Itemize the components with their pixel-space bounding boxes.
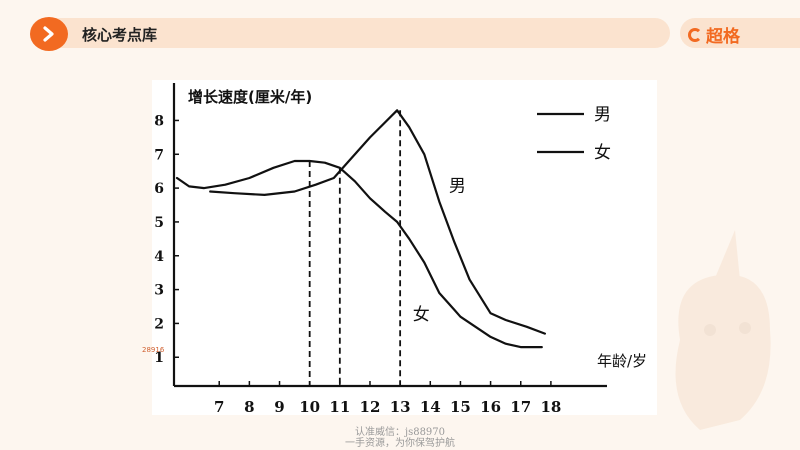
brand-name: 超格 bbox=[706, 27, 740, 47]
unicorn-mascot-icon bbox=[675, 230, 771, 430]
x-tick-label: 18 bbox=[540, 398, 561, 415]
y-tick-label: 7 bbox=[154, 147, 164, 163]
x-tick-label: 8 bbox=[244, 398, 254, 415]
legend-label: 男 bbox=[594, 105, 611, 125]
brand-logo-icon bbox=[688, 27, 702, 42]
nav-next-button[interactable] bbox=[30, 17, 68, 51]
x-tick-label: 17 bbox=[510, 398, 531, 415]
watermark-line-2: 一手资源，为你保驾护航 bbox=[345, 438, 455, 449]
y-tick-label: 1 bbox=[154, 350, 164, 366]
y-tick-label: 3 bbox=[154, 283, 164, 299]
y-axis-label: 增长速度(厘米/年) bbox=[188, 88, 312, 106]
x-tick-label: 12 bbox=[360, 398, 381, 415]
series-line-男 bbox=[209, 109, 546, 335]
y-tick-label: 5 bbox=[154, 215, 164, 231]
x-tick-label: 10 bbox=[299, 398, 320, 415]
x-tick-label: 9 bbox=[274, 398, 284, 415]
growth-chart-svg: 增长速度(厘米/年)年龄/岁7 8 9 10 11 12 13 14 15 16 17 1812345… bbox=[154, 83, 647, 415]
series-annotation: 男 bbox=[449, 176, 466, 196]
header-band bbox=[30, 18, 670, 48]
series-line-女 bbox=[175, 159, 543, 349]
x-tick-label: 13 bbox=[390, 398, 411, 415]
y-tick-label: 8 bbox=[154, 113, 164, 129]
x-tick-label: 14 bbox=[420, 398, 441, 415]
y-tick-label: 6 bbox=[154, 181, 164, 197]
brand: 超格 bbox=[688, 22, 740, 47]
side-note: 28916 bbox=[142, 346, 165, 354]
legend-label: 女 bbox=[594, 143, 611, 163]
growth-chart: 增长速度(厘米/年) 年龄/岁 7 8 9 10 11 12 13 14 15 16 17 18 1 2 3 4 5… bbox=[152, 80, 657, 415]
y-tick-label: 4 bbox=[154, 249, 164, 265]
x-tick-label: 7 bbox=[214, 398, 224, 415]
chevron-right-icon bbox=[43, 26, 54, 42]
page-title: 核心考点库 bbox=[82, 26, 158, 44]
x-tick-label: 16 bbox=[480, 398, 501, 415]
x-tick-label: 11 bbox=[329, 398, 350, 415]
x-tick-label: 15 bbox=[450, 398, 471, 415]
x-axis-label: 年龄/岁 bbox=[597, 352, 647, 370]
watermark-line-1: 认准威信：js88970 bbox=[354, 427, 446, 438]
series-annotation: 女 bbox=[413, 305, 430, 325]
y-tick-label: 2 bbox=[154, 316, 164, 332]
